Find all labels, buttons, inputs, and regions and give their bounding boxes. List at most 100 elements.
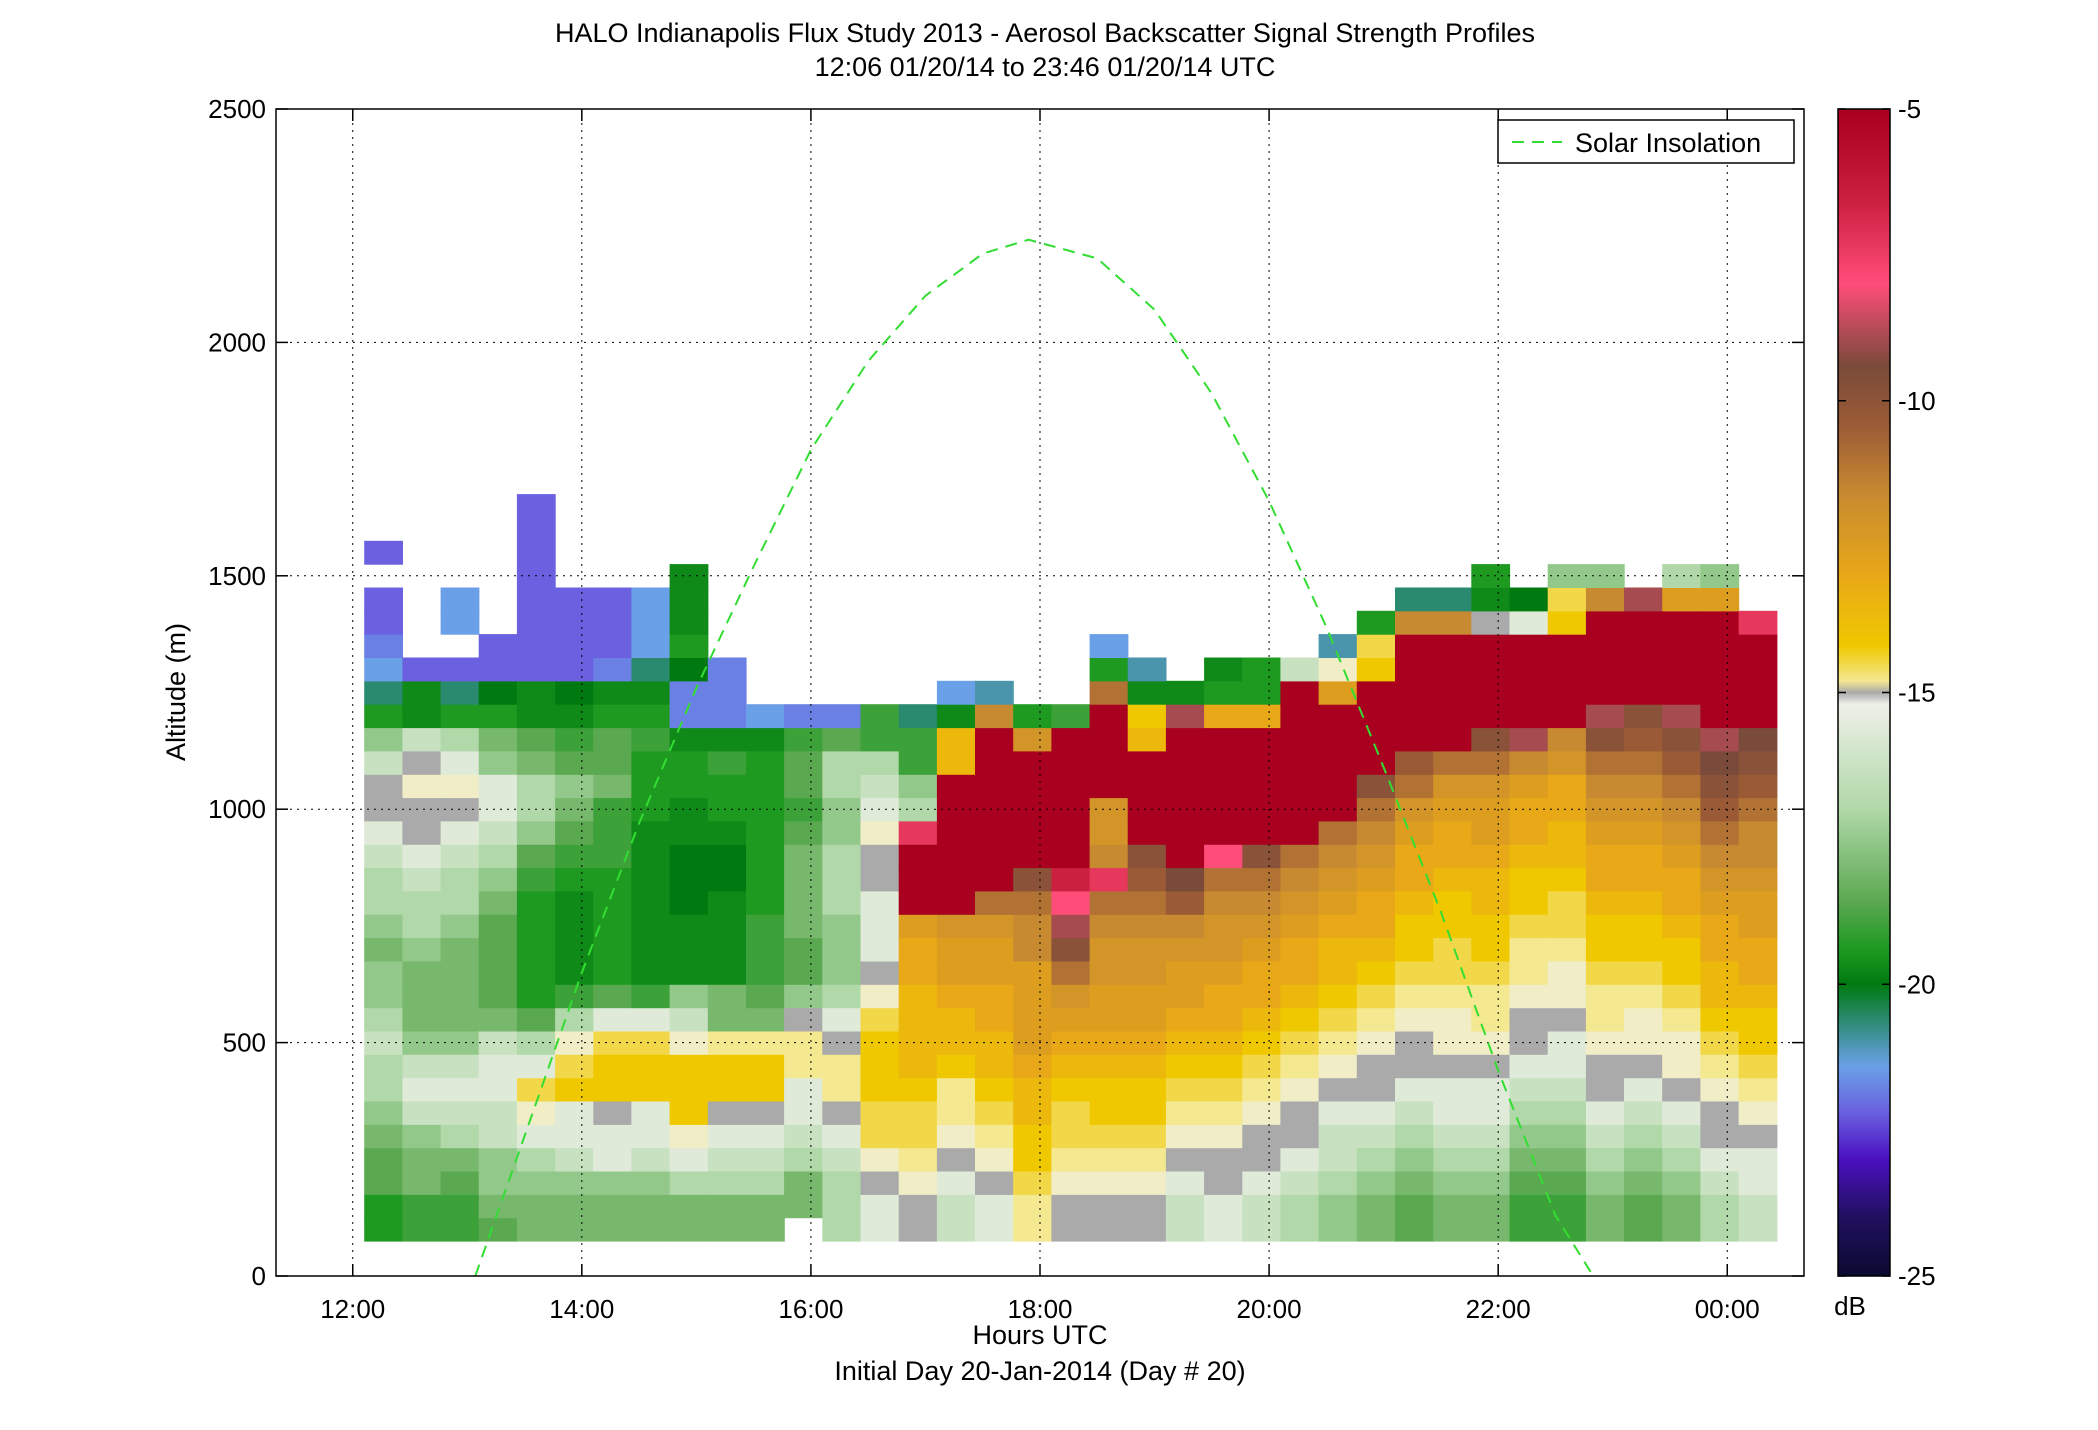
x-tick-label: 22:00 (1466, 1294, 1531, 1324)
heatmap-cell (631, 704, 671, 729)
heatmap-cell (860, 774, 900, 799)
heatmap-cell (1395, 984, 1434, 1009)
heatmap-cell (1089, 937, 1129, 962)
heatmap-cell (1165, 914, 1205, 939)
heatmap-cell (1585, 960, 1625, 985)
heatmap-cell (1204, 657, 1243, 682)
heatmap-cell (1471, 774, 1511, 799)
heatmap-cell (1013, 1007, 1052, 1032)
heatmap-cell (516, 494, 556, 518)
x-axis-sublabel: Initial Day 20-Jan-2014 (Day # 20) (834, 1356, 1245, 1386)
heatmap-cell (440, 844, 480, 869)
heatmap-cell (1624, 587, 1663, 612)
heatmap-cell (707, 1171, 747, 1195)
heatmap-cell (1242, 704, 1282, 729)
heatmap-cell (593, 587, 633, 612)
heatmap-cell (1624, 634, 1663, 658)
heatmap-cell (402, 657, 442, 682)
heatmap-cell (860, 727, 900, 752)
heatmap-cell (784, 1030, 823, 1055)
heatmap-cell (555, 634, 594, 658)
y-tick-label: 1000 (208, 794, 266, 824)
heatmap-cell (1624, 750, 1663, 775)
heatmap-cell (440, 704, 480, 729)
heatmap-cell (1471, 1077, 1511, 1102)
heatmap-cell (593, 867, 633, 892)
heatmap-cell (440, 610, 480, 635)
heatmap-cell (478, 774, 518, 799)
heatmap-cell (669, 657, 709, 682)
heatmap-cell (631, 890, 671, 915)
heatmap-cell (1509, 680, 1549, 705)
heatmap-cell (1051, 1030, 1091, 1055)
heatmap-cell (1242, 820, 1282, 845)
heatmap-cell (707, 657, 747, 682)
chart-subtitle: 12:06 01/20/14 to 23:46 01/20/14 UTC (815, 52, 1276, 82)
heatmap-cell (746, 867, 785, 892)
heatmap-cell (555, 1007, 594, 1032)
heatmap-cell (1471, 1101, 1511, 1125)
heatmap-cell (1242, 774, 1282, 799)
heatmap-cell (1280, 1194, 1320, 1219)
heatmap-cell (1585, 610, 1625, 635)
heatmap-cell (936, 844, 976, 869)
heatmap-cell (1662, 1124, 1701, 1149)
chart-title: HALO Indianapolis Flux Study 2013 - Aero… (555, 18, 1535, 48)
heatmap-cell (1204, 1147, 1243, 1172)
heatmap-cell (1242, 1030, 1282, 1055)
heatmap-cell (1624, 1030, 1663, 1055)
heatmap-cell (860, 1217, 900, 1242)
heatmap-cell (631, 937, 671, 962)
heatmap-cell (1165, 1217, 1205, 1242)
heatmap-cell (440, 1217, 480, 1242)
heatmap-cell (898, 820, 938, 845)
heatmap-cell (1509, 704, 1549, 729)
heatmap-cell (822, 914, 862, 939)
heatmap-cell (1700, 1124, 1740, 1149)
heatmap-cell (1089, 750, 1129, 775)
heatmap-cell (784, 820, 823, 845)
heatmap-cell (1738, 680, 1778, 705)
heatmap-cell (555, 774, 594, 799)
heatmap-cell (822, 1217, 862, 1242)
heatmap-cell (669, 704, 709, 729)
heatmap-cell (975, 914, 1014, 939)
heatmap-cell (1433, 820, 1472, 845)
heatmap-cell (1356, 657, 1396, 682)
heatmap-cell (1089, 634, 1129, 658)
heatmap-cell (593, 820, 633, 845)
heatmap-cell (516, 750, 556, 775)
heatmap-cell (1204, 750, 1243, 775)
heatmap-cell (898, 960, 938, 985)
heatmap-cell (1013, 1101, 1052, 1125)
heatmap-cell (1509, 1030, 1549, 1055)
heatmap-cell (1509, 797, 1549, 822)
heatmap-cell (364, 820, 403, 845)
heatmap-cell (1662, 1147, 1701, 1172)
heatmap-cell (1662, 844, 1701, 869)
heatmap-cell (1013, 774, 1052, 799)
heatmap-cell (1662, 774, 1701, 799)
heatmap-cell (1509, 1054, 1549, 1079)
heatmap-cell (1127, 1101, 1167, 1125)
colorbar-tick-label: -5 (1898, 94, 1921, 124)
heatmap-cell (1509, 1124, 1549, 1149)
heatmap-cell (1318, 797, 1358, 822)
heatmap-cell (1204, 890, 1243, 915)
heatmap-cell (478, 1124, 518, 1149)
heatmap-cell (1395, 1007, 1434, 1032)
heatmap-cell (1547, 797, 1587, 822)
heatmap-cell (1051, 1077, 1091, 1102)
heatmap-cell (1585, 797, 1625, 822)
heatmap-cell (1662, 820, 1701, 845)
heatmap-cell (364, 1101, 403, 1125)
heatmap-cell (975, 704, 1014, 729)
heatmap-cell (1242, 1054, 1282, 1079)
heatmap-cell (1662, 937, 1701, 962)
heatmap-cell (516, 914, 556, 939)
heatmap-cell (1089, 1007, 1129, 1032)
heatmap-cell (1433, 704, 1472, 729)
heatmap-cell (1700, 1054, 1740, 1079)
heatmap-cell (364, 1124, 403, 1149)
heatmap-cell (1662, 587, 1701, 612)
